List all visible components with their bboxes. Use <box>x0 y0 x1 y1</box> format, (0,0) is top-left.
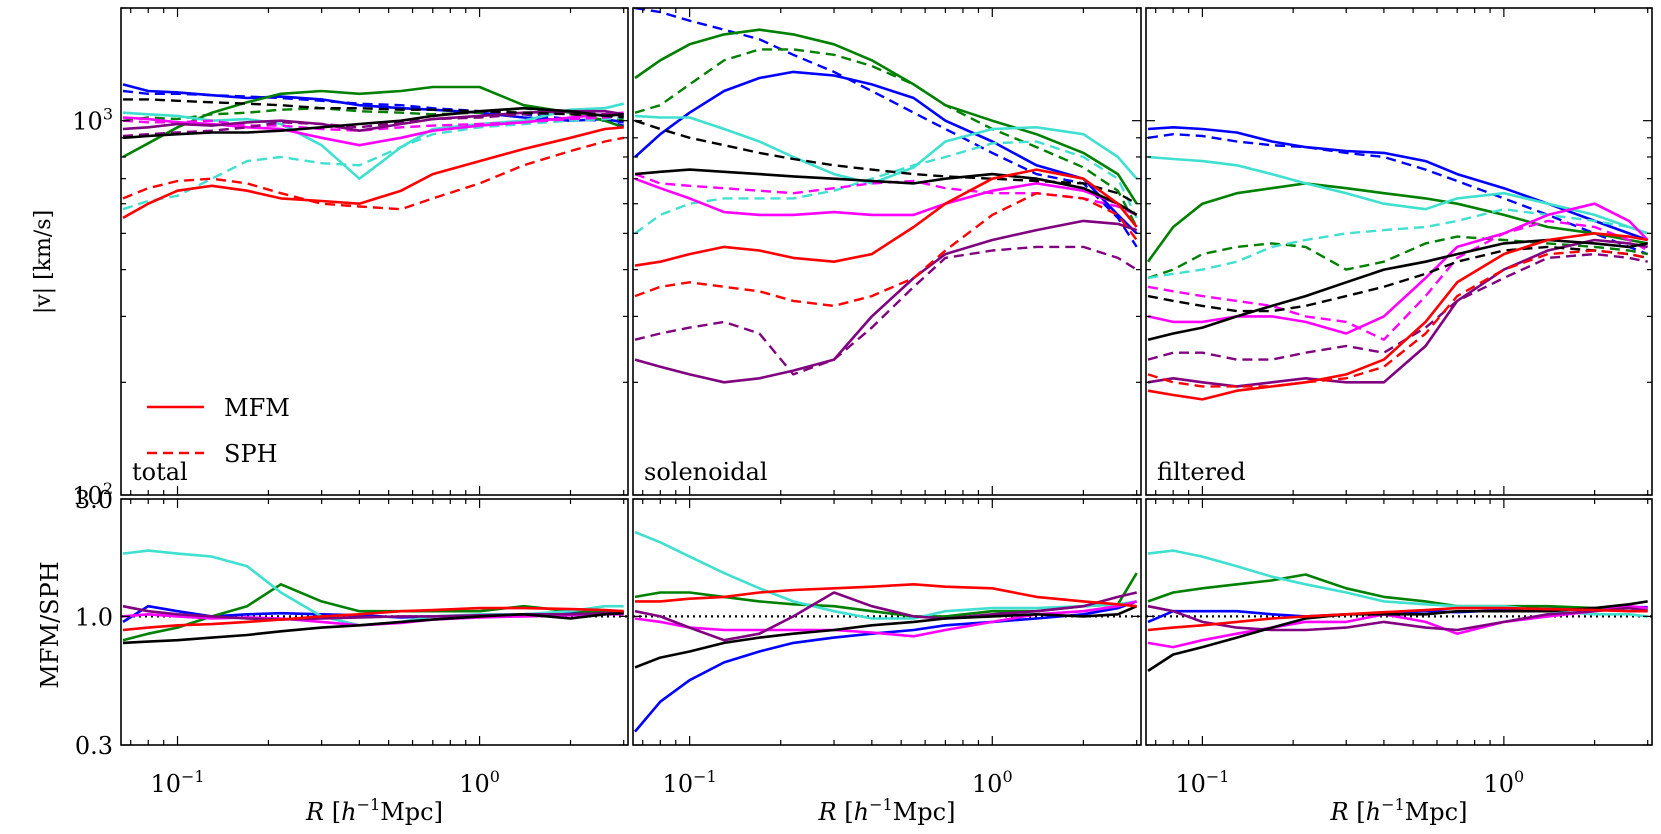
top-series-solenoidal <box>634 8 1138 384</box>
y-tick-label: 0.3 <box>75 732 113 760</box>
ylabel-top: |v| [km/s] <box>31 210 56 314</box>
series-mfm-line <box>634 28 1138 205</box>
top-series-filtered <box>1146 126 1649 401</box>
ratio-series-total <box>121 549 628 645</box>
series-mfm-line <box>122 126 624 220</box>
series-ratio-line <box>634 530 1137 620</box>
series-ratio-line <box>1147 606 1648 632</box>
series-mfm-line <box>634 177 1138 217</box>
series-mfm-line <box>634 114 1138 185</box>
series-mfm-line <box>122 111 624 147</box>
series-mfm-line <box>122 83 624 124</box>
panel-label-total: total <box>132 458 188 486</box>
series-ratio-line <box>122 606 624 632</box>
series-ratio-line <box>1147 573 1648 611</box>
series-sph-line <box>122 116 624 211</box>
panel-frame-bottom <box>1145 498 1653 746</box>
x-tick-label: 100 <box>1484 767 1525 798</box>
series-ratio-line <box>634 600 1138 733</box>
x-tick-label: 100 <box>972 767 1013 798</box>
x-axis-label: R [h−1Mpc] <box>818 795 956 826</box>
series-mfm-line <box>634 219 1138 384</box>
x-axis-label: R [h−1Mpc] <box>305 795 443 826</box>
series-ratio-line <box>122 611 624 645</box>
series-mfm-line <box>122 109 624 132</box>
series-sph-line <box>1147 245 1648 313</box>
series-mfm-line <box>1147 238 1648 341</box>
series-mfm-line <box>1147 155 1649 235</box>
series-mfm-line <box>1146 182 1648 263</box>
series-mfm-line <box>122 106 624 140</box>
panel-frame-top <box>1145 7 1653 496</box>
series-sph-line <box>1147 132 1649 256</box>
panel-frame-top <box>120 7 629 496</box>
panel-total: total <box>120 7 629 746</box>
series-mfm-line <box>634 168 1138 267</box>
legend-label-mfm: MFM <box>224 394 290 422</box>
series-sph-line <box>634 8 1138 248</box>
series-sph-line <box>634 172 1138 216</box>
panels: total solenoidal filtered <box>120 7 1653 746</box>
panel-frame-bottom <box>120 498 629 746</box>
series-mfm-line <box>634 70 1138 235</box>
series-sph-line <box>1147 207 1649 280</box>
top-series-total <box>122 83 625 220</box>
series-sph-line <box>634 245 1138 376</box>
series-sph-line <box>1147 235 1648 280</box>
series-mfm-line <box>1147 238 1648 388</box>
series-ratio-line <box>122 604 624 621</box>
x-tick-label: 10−1 <box>150 767 204 798</box>
series-mfm-line <box>634 168 1138 217</box>
x-tick-label: 10−1 <box>1175 767 1229 798</box>
legend-label-sph: SPH <box>224 440 278 468</box>
x-tick-label: 10−1 <box>663 767 717 798</box>
series-mfm-line <box>1147 202 1649 335</box>
series-ratio-line <box>634 600 1138 638</box>
series-sph-line <box>634 119 1138 205</box>
legend: MFM SPH <box>147 394 290 468</box>
ylabel-bottom: MFM/SPH <box>36 561 64 688</box>
x-axis-label: R [h−1Mpc] <box>1330 795 1468 826</box>
panel-filtered: filtered <box>1145 7 1653 746</box>
y-tick-label: 1.0 <box>75 603 113 631</box>
panel-frame-bottom <box>632 498 1142 746</box>
panel-label-filtered: filtered <box>1157 458 1246 486</box>
series-sph-line <box>1147 252 1648 361</box>
series-sph-line <box>634 191 1138 308</box>
y-tick-label: 3.0 <box>75 486 113 514</box>
panel-label-solenoidal: solenoidal <box>644 458 768 486</box>
series-sph-line <box>123 98 624 119</box>
series-mfm-line <box>1147 126 1649 242</box>
series-ratio-line <box>634 605 1138 669</box>
series-sph-line <box>1147 249 1648 388</box>
x-tick-label: 100 <box>459 767 500 798</box>
ratio-series-solenoidal <box>633 530 1141 733</box>
tick-labels: 10−1 100 R [h−1Mpc] 10−1 100 R [h−1Mpc] 10−1 10… <box>72 105 1524 826</box>
panel-solenoidal: solenoidal <box>632 7 1142 746</box>
series-sph-line <box>1147 219 1649 341</box>
series-mfm-line <box>122 102 625 180</box>
series-ratio-line <box>635 582 1137 608</box>
ratio-series-filtered <box>1146 549 1652 672</box>
series-mfm-line <box>1147 232 1648 401</box>
y-tick-label: 102 <box>72 479 113 510</box>
panel-frame-top <box>632 7 1142 496</box>
series-sph-line <box>634 140 1138 235</box>
series-sph-line <box>122 136 624 211</box>
series-ratio-line <box>634 591 1137 642</box>
series-sph-line <box>634 48 1138 228</box>
y-tick-label: 103 <box>72 105 113 136</box>
